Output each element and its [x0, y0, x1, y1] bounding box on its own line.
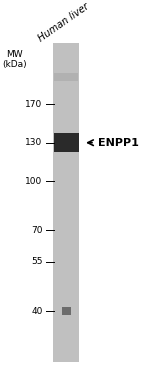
Bar: [62, 307, 71, 315]
Text: ENPP1: ENPP1: [98, 138, 139, 148]
Text: MW
(kDa): MW (kDa): [2, 50, 27, 69]
Bar: [54, 133, 79, 152]
Text: 70: 70: [31, 226, 43, 235]
Text: Human liver: Human liver: [36, 2, 91, 44]
Text: 170: 170: [26, 100, 43, 108]
Text: 40: 40: [31, 307, 43, 315]
Text: 55: 55: [31, 258, 43, 266]
Bar: [53, 43, 80, 362]
Text: 100: 100: [26, 177, 43, 186]
Text: 130: 130: [26, 138, 43, 147]
Bar: [54, 73, 78, 81]
